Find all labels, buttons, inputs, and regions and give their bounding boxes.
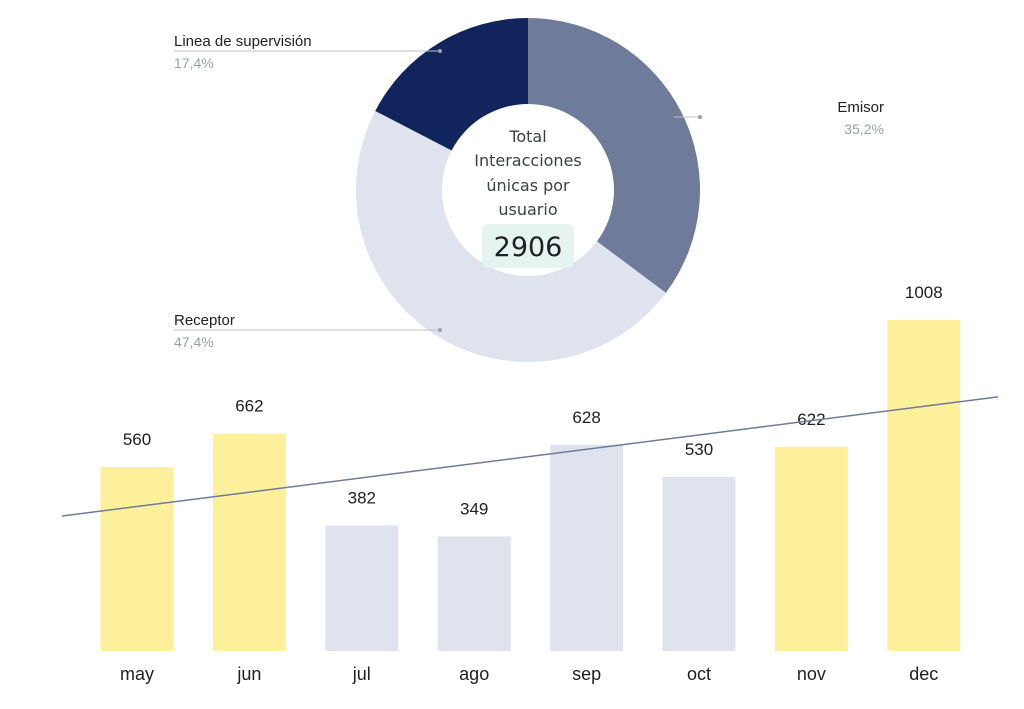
donut-center: Total Interacciones únicas por usuario 2…	[474, 127, 582, 268]
slice-percent-linea-de-supervision: 17,4%	[174, 55, 214, 71]
center-total-value: 2906	[494, 232, 563, 263]
bar-oct	[662, 476, 736, 651]
trendline-path	[61, 396, 999, 517]
category-label-oct: oct	[687, 664, 711, 684]
bar-value-jun: 662	[235, 397, 263, 416]
center-label-line-1: Total	[508, 127, 546, 146]
category-label-dec: dec	[909, 664, 938, 684]
center-label-line-3: únicas por	[486, 176, 570, 195]
bar-value-oct: 530	[685, 440, 713, 459]
bar-ago	[437, 536, 511, 651]
center-total-highlight	[482, 224, 574, 268]
bar-chart: 560 may 662 jun 382 jul 349 ago 628 sep 530 oct 622 n…	[100, 283, 961, 684]
bar-jun	[212, 433, 286, 651]
bar-nov	[774, 446, 848, 651]
donut-labels: Emisor 35,2% Receptor 47,4% Linea de supervi…	[174, 33, 884, 350]
leader-dot-emisor	[698, 115, 702, 119]
category-label-jul: jul	[352, 664, 371, 684]
leader-dot-linea-de-supervision	[438, 49, 442, 53]
leader-dot-receptor	[438, 328, 442, 332]
slice-label-linea-de-supervision: Linea de supervisión	[174, 33, 312, 50]
slice-percent-emisor: 35,2%	[844, 121, 884, 137]
donut-slice-receptor	[356, 110, 666, 362]
trendline	[61, 396, 999, 517]
slice-label-emisor: Emisor	[837, 99, 884, 116]
slice-label-receptor: Receptor	[174, 312, 235, 329]
bar-jul	[325, 525, 399, 651]
bar-value-may: 560	[123, 430, 151, 449]
category-label-sep: sep	[572, 664, 601, 684]
bar-sep	[550, 444, 624, 651]
bar-may	[100, 467, 174, 651]
bar-dec	[887, 320, 961, 651]
bar-value-jul: 382	[348, 489, 376, 508]
donut-chart	[356, 18, 700, 362]
donut-slice-linea-de-supervision	[375, 18, 528, 151]
center-label-line-2: Interacciones	[474, 151, 582, 170]
category-label-nov: nov	[797, 664, 826, 684]
bar-value-dec: 1008	[905, 283, 943, 302]
bar-value-ago: 349	[460, 499, 488, 518]
bar-value-sep: 628	[572, 408, 600, 427]
category-label-ago: ago	[459, 664, 489, 684]
bar-value-nov: 622	[797, 410, 825, 429]
category-label-jun: jun	[236, 664, 261, 684]
slice-percent-receptor: 47,4%	[174, 334, 214, 350]
category-label-may: may	[120, 664, 154, 684]
donut-slice-emisor	[528, 18, 700, 293]
center-label-line-4: usuario	[498, 200, 557, 219]
